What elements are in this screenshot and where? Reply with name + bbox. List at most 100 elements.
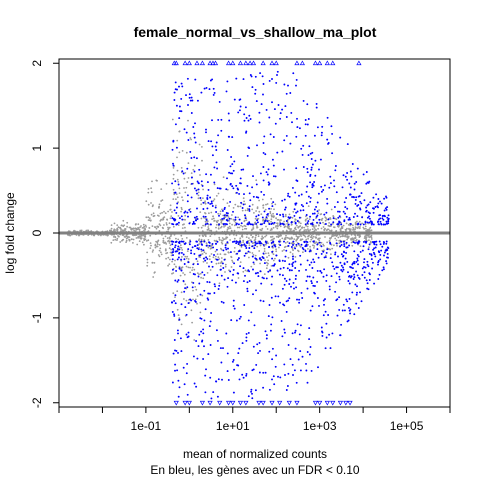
blue-point [208,265,210,268]
blue-point [348,297,351,300]
blue-point [304,119,307,121]
blue-point [209,196,212,199]
blue-point [352,278,355,280]
grey-point [323,244,325,247]
grey-point [320,227,323,230]
clipped-down-marker [237,400,244,406]
blue-point [334,290,337,293]
grey-point [115,229,117,231]
blue-point [229,251,232,254]
blue-point [237,257,240,260]
blue-point [291,332,294,335]
grey-point [122,219,125,222]
blue-point [344,257,347,260]
grey-point [176,308,179,311]
grey-point [163,224,165,226]
grey-point [201,159,203,162]
blue-point [365,240,368,243]
grey-point [320,241,323,244]
grey-point [178,192,181,195]
blue-point [177,245,180,248]
blue-point [208,241,210,244]
blue-point [227,247,229,250]
grey-point [188,241,191,244]
blue-point [338,215,341,218]
blue-point [367,248,370,251]
blue-point [245,117,248,119]
blue-point [177,379,180,382]
grey-point [180,167,183,169]
grey-point [180,234,183,237]
blue-point [381,245,384,248]
blue-point [178,240,181,243]
blue-point [241,207,244,209]
blue-point [243,243,246,246]
blue-point [306,185,309,188]
grey-point [116,230,119,232]
grey-point [230,266,233,268]
blue-point [205,256,208,259]
grey-point [242,270,245,273]
grey-point [172,167,175,169]
blue-point [196,263,199,266]
grey-point [221,237,224,239]
blue-point [295,274,297,277]
grey-point [184,172,187,174]
blue-point [262,142,265,144]
blue-point [320,190,323,193]
blue-point [379,258,382,261]
grey-point [154,246,157,249]
grey-point [291,223,293,226]
blue-point [311,186,314,189]
grey-point [229,227,232,230]
grey-point [228,205,231,207]
blue-point [336,266,339,269]
grey-point [116,224,119,227]
grey-point [180,323,183,326]
blue-point [267,168,270,171]
blue-point [357,255,360,258]
blue-point [315,252,318,255]
blue-point [252,175,254,178]
grey-point [215,223,218,226]
blue-point [347,306,350,309]
grey-point [244,209,247,212]
blue-point [337,210,339,213]
blue-point [309,215,312,218]
blue-point [283,328,286,331]
grey-point [181,150,184,152]
blue-point [259,299,262,302]
blue-point [301,297,304,299]
grey-point [132,238,135,241]
grey-point [351,237,354,240]
blue-point [383,209,386,212]
grey-point [87,234,90,237]
grey-point [93,234,96,237]
blue-point [234,216,237,219]
grey-point [131,238,133,241]
blue-point [265,216,268,219]
grey-point [168,226,171,229]
blue-point [339,136,342,139]
blue-point [225,188,228,191]
grey-point [116,228,119,231]
blue-point [180,251,183,254]
blue-point [192,273,195,275]
blue-point [269,133,272,136]
grey-point [196,302,198,305]
blue-point [359,291,361,294]
grey-point [332,215,335,217]
blue-point [304,223,307,226]
grey-point [226,202,229,205]
blue-point [252,293,254,296]
blue-point [363,276,366,279]
blue-point [334,165,337,167]
blue-point [179,337,182,340]
blue-point [209,202,212,205]
grey-point [270,208,272,210]
grey-point [160,200,163,202]
grey-point [158,249,161,252]
blue-point [219,268,222,271]
blue-point [300,203,303,206]
blue-point [304,123,307,126]
